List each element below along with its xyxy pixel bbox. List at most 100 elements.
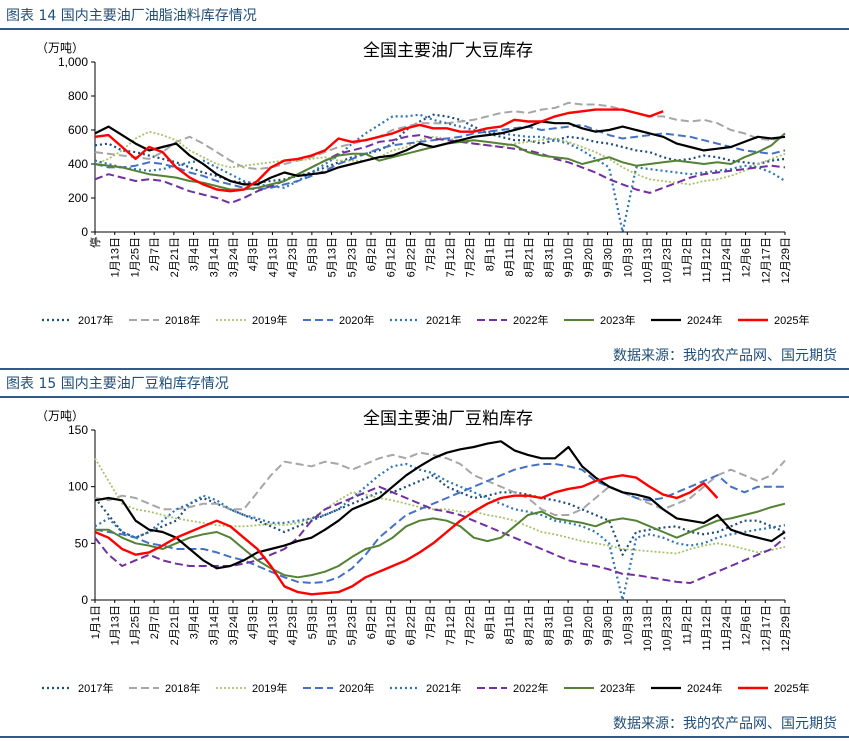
series-line-2019	[94, 130, 786, 186]
chart-title: 全国主要油厂豆粕库存	[363, 409, 533, 428]
legend-label-2019: 2019年	[252, 681, 287, 695]
x-tick-label: 12月17日	[760, 605, 772, 651]
x-tick-label: 8月31日	[543, 605, 555, 645]
figure-14-caption: 图表 14 国内主要油厂油脂油料库存情况	[6, 8, 257, 24]
series-line-2019	[94, 457, 786, 555]
x-tick-label: 1月13日	[110, 237, 122, 277]
series-line-2017	[94, 113, 786, 184]
legend-label-2025: 2025年	[774, 313, 809, 327]
x-tick-label: 9月20日	[583, 605, 595, 645]
legend-label-2022: 2022年	[513, 313, 548, 327]
x-tick-label: 11月24日	[721, 237, 733, 283]
x-tick-label: 5月13日	[327, 605, 339, 645]
x-tick-label: 10月13日	[642, 237, 654, 283]
x-tick-label: 4月23日	[287, 605, 299, 645]
legend-label-2020: 2020年	[339, 681, 374, 695]
x-tick-label: 1月13日	[110, 605, 122, 645]
x-tick-label: 5月3日	[307, 237, 319, 271]
series-line-2022	[94, 134, 786, 205]
figure-15-header: 图表 15 国内主要油厂豆粕库存情况	[0, 368, 849, 398]
series-line-2021	[94, 462, 786, 602]
x-tick-label: 停	[88, 237, 102, 248]
x-tick-label: 2月21日	[169, 605, 181, 645]
x-tick-label: 11月2日	[681, 605, 693, 645]
x-tick-label: 4月13日	[267, 237, 279, 277]
x-tick-label: 11月12日	[701, 605, 713, 651]
series-line-2025	[94, 108, 664, 193]
series-line-2025	[94, 474, 719, 596]
x-tick-label: 7月12日	[445, 237, 457, 277]
x-tick-label: 10月23日	[662, 237, 674, 283]
chart-unit-label: （万吨）	[36, 409, 84, 423]
x-tick-label: 4月3日	[248, 237, 260, 271]
x-tick-label: 8月11日	[504, 605, 516, 645]
x-tick-label: 11月24日	[721, 605, 733, 651]
x-tick-label: 3月24日	[228, 605, 240, 645]
x-tick-label: 3月4日	[189, 237, 201, 271]
legend-label-2021: 2021年	[426, 681, 461, 695]
legend-label-2024: 2024年	[687, 313, 722, 327]
series-line-2023	[95, 502, 786, 579]
y-tick-label: 1,000	[58, 55, 88, 69]
x-tick-label: 4月13日	[267, 605, 279, 645]
x-tick-label: 5月13日	[327, 237, 339, 277]
x-tick-label: 8月1日	[484, 605, 496, 639]
x-tick-label: 10月3日	[622, 237, 634, 277]
x-tick-label: 9月20日	[583, 237, 595, 277]
y-tick-label: 50	[75, 536, 89, 550]
y-tick-label: 100	[68, 480, 88, 494]
x-tick-label: 6月2日	[366, 605, 378, 639]
x-tick-label: 5月3日	[307, 605, 319, 639]
chart-title: 全国主要油厂大豆库存	[363, 41, 533, 60]
y-tick-label: 200	[68, 191, 88, 205]
x-tick-label: 9月30日	[603, 237, 615, 277]
x-tick-label: 2月21日	[169, 237, 181, 277]
legend-label-2018: 2018年	[165, 681, 200, 695]
x-tick-label: 4月3日	[248, 605, 260, 639]
x-tick-label: 2月7日	[149, 605, 161, 639]
legend-label-2025: 2025年	[774, 681, 809, 695]
x-tick-label: 7月2日	[425, 605, 437, 639]
x-tick-label: 11月2日	[681, 237, 693, 277]
legend-label-2018: 2018年	[165, 313, 200, 327]
series-line-2018	[94, 451, 786, 516]
series-line-2024	[94, 440, 786, 570]
x-tick-label: 5月23日	[346, 237, 358, 277]
x-tick-label: 2月7日	[149, 237, 161, 271]
x-tick-label: 8月11日	[504, 237, 516, 277]
x-tick-label: 10月23日	[662, 605, 674, 651]
series-line-2017	[94, 474, 786, 556]
series-line-2021	[94, 113, 786, 234]
x-tick-label: 12月29日	[780, 237, 792, 283]
legend-label-2022: 2022年	[513, 681, 548, 695]
series-line-2020	[94, 123, 786, 191]
x-tick-label: 8月21日	[524, 237, 536, 277]
x-tick-label: 8月21日	[524, 605, 536, 645]
x-tick-label: 3月24日	[228, 237, 240, 277]
x-tick-label: 11月12日	[701, 237, 713, 283]
x-tick-label: 10月13日	[642, 605, 654, 651]
series-line-2018	[94, 101, 786, 171]
figure-14-header: 图表 14 国内主要油厂油脂油料库存情况	[0, 0, 849, 30]
x-tick-label: 12月29日	[780, 605, 792, 651]
x-tick-label: 6月12日	[386, 237, 398, 277]
figure-15-source-bar: 数据来源：我的农产品网、国元期货	[0, 710, 849, 738]
x-tick-label: 4月23日	[287, 237, 299, 277]
x-tick-label: 9月10日	[563, 237, 575, 277]
y-tick-label: 400	[68, 157, 88, 171]
y-tick-label: 600	[68, 123, 88, 137]
legend-label-2017: 2017年	[78, 681, 113, 695]
chart-unit-label: （万吨）	[36, 41, 84, 55]
figure-14-source-bar: 数据来源：我的农产品网、国元期货	[0, 342, 849, 370]
x-tick-label: 7月12日	[445, 605, 457, 645]
x-tick-label: 1月1日	[90, 605, 102, 639]
x-tick-label: 3月14日	[208, 605, 220, 645]
x-tick-label: 9月30日	[603, 605, 615, 645]
legend-label-2024: 2024年	[687, 681, 722, 695]
x-tick-label: 12月17日	[760, 237, 772, 283]
figure-15-caption: 图表 15 国内主要油厂豆粕库存情况	[6, 376, 229, 392]
legend-label-2019: 2019年	[252, 313, 287, 327]
soymeal-inventory-chart: 全国主要油厂豆粕库存 （万吨） 0 50 100 150 1月1日 1月13日 1月25日 2月7…	[36, 409, 809, 695]
x-tick-label: 1月25日	[129, 237, 141, 277]
x-tick-label: 3月4日	[189, 605, 201, 639]
